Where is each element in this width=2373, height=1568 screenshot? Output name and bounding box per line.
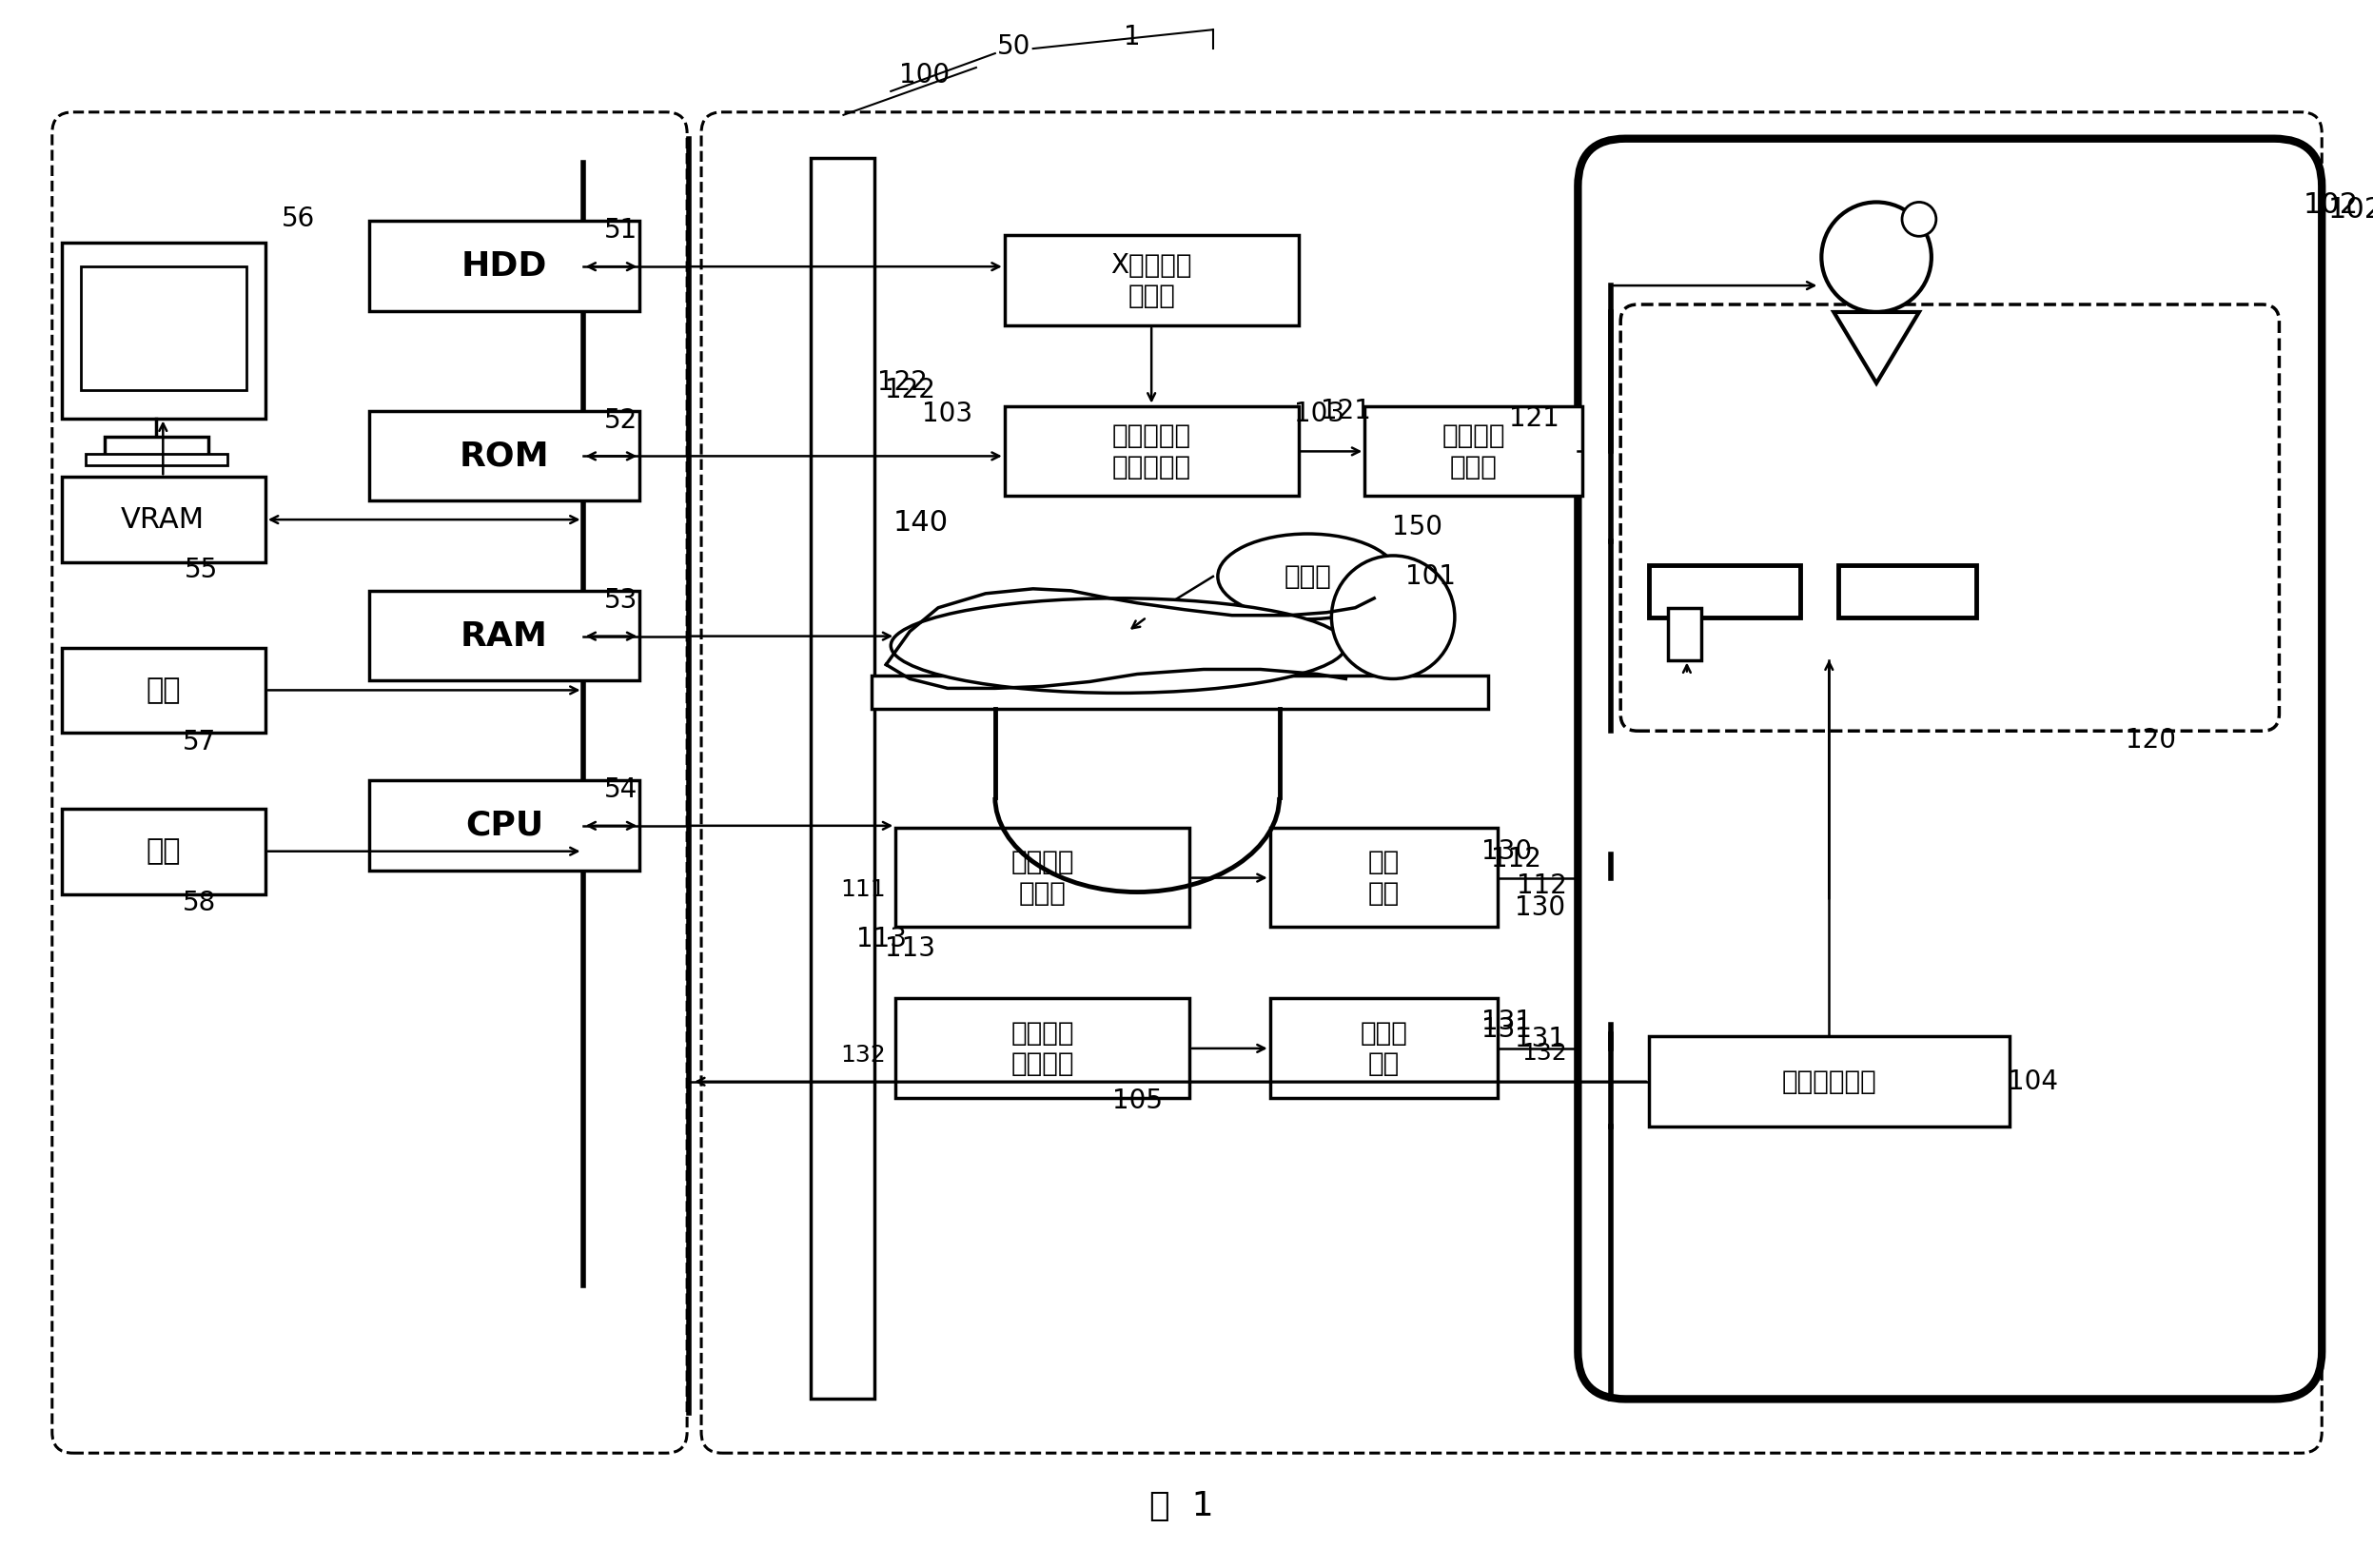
Text: ROM: ROM [458,441,548,472]
Text: 旋转器马
达驱动器: 旋转器马 达驱动器 [1011,1019,1075,1077]
Text: 121: 121 [1509,405,1559,431]
Bar [1649,564,1801,618]
Bar [1270,828,1497,927]
Text: 131: 131 [1481,1016,1533,1043]
Text: 132: 132 [1521,1041,1569,1065]
Text: 52: 52 [605,406,638,433]
Text: 111: 111 [840,878,885,900]
Text: 旋转器
马达: 旋转器 马达 [1360,1019,1407,1077]
Bar [809,158,876,1399]
Text: RAM: RAM [460,619,548,652]
Bar [370,221,641,310]
Text: HDD: HDD [460,251,548,282]
Text: 孔径控制
器马达: 孔径控制 器马达 [1443,423,1504,480]
Circle shape [1331,555,1455,679]
Text: CPU: CPU [465,809,543,842]
Bar [85,455,228,466]
Bar [104,437,209,456]
Text: 113: 113 [885,936,935,963]
Circle shape [1903,202,1936,237]
Text: 平台马达
驱动器: 平台马达 驱动器 [1011,850,1075,906]
Ellipse shape [890,599,1345,693]
Bar [1668,608,1701,660]
Text: 112: 112 [1490,845,1542,872]
Text: 键盘: 键盘 [145,676,180,704]
Text: X－射线管
控制器: X－射线管 控制器 [1111,252,1191,309]
Text: 150: 150 [1391,514,1443,541]
Text: 图  1: 图 1 [1149,1490,1215,1523]
Bar [62,243,266,419]
Text: 120: 120 [2126,728,2176,754]
Bar [370,411,641,500]
Text: 55: 55 [185,557,218,583]
Text: 50: 50 [997,33,1030,60]
Text: 122: 122 [885,376,935,403]
Ellipse shape [1217,533,1398,619]
Text: 122: 122 [878,368,928,395]
Text: 57: 57 [183,729,216,756]
Text: 130: 130 [1514,895,1564,922]
Text: 103: 103 [923,400,973,426]
Text: 103: 103 [1293,400,1345,426]
Bar [1649,1036,2010,1126]
Text: 102: 102 [2304,191,2359,220]
Text: 51: 51 [605,218,638,245]
Text: 孔径控制器
马达驱动器: 孔径控制器 马达驱动器 [1113,423,1191,480]
Bar [62,809,266,894]
Text: 100: 100 [899,61,949,88]
Text: 平台
马达: 平台 马达 [1367,850,1400,906]
Text: 104: 104 [2008,1068,2057,1094]
Text: 101: 101 [1405,563,1457,590]
Text: 131: 131 [1481,1008,1533,1035]
Text: 鼠标: 鼠标 [145,837,180,866]
Bar [62,648,266,732]
Bar [62,477,266,563]
Bar [1270,999,1497,1098]
Text: 1: 1 [1125,24,1141,50]
Text: 131: 131 [1514,1025,1564,1052]
Text: 121: 121 [1319,397,1372,423]
Text: 102: 102 [2328,196,2373,224]
Bar [81,267,247,390]
Text: 105: 105 [1113,1087,1163,1113]
FancyBboxPatch shape [1578,138,2321,1399]
Text: 心电图: 心电图 [1284,563,1331,590]
Bar [1004,406,1298,495]
Bar [895,999,1189,1098]
Bar [895,828,1189,927]
Text: 数据采集系统: 数据采集系统 [1782,1068,1877,1094]
Circle shape [1822,202,1932,312]
Text: 54: 54 [605,776,638,803]
Text: 53: 53 [603,586,638,613]
Text: 113: 113 [857,927,906,953]
Text: 112: 112 [1516,872,1566,898]
Bar [1364,406,1583,495]
Text: 130: 130 [1481,837,1533,864]
Text: VRAM: VRAM [121,506,204,533]
Text: 58: 58 [183,891,216,917]
Bar [370,781,641,870]
Bar [370,591,641,681]
Polygon shape [1834,312,1920,383]
Bar [1839,564,1977,618]
Bar [871,676,1488,709]
Text: 140: 140 [892,508,949,536]
Text: 132: 132 [840,1044,885,1066]
Text: 56: 56 [282,205,316,232]
Bar [1004,235,1298,325]
